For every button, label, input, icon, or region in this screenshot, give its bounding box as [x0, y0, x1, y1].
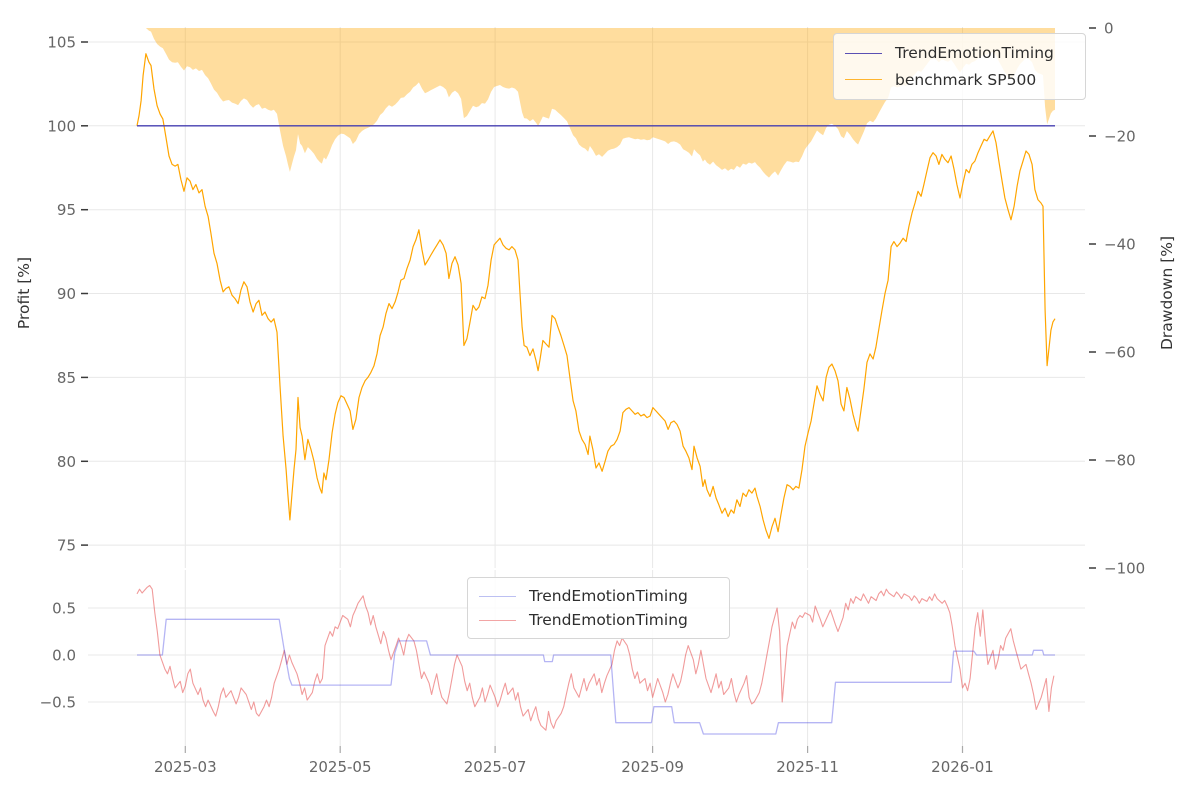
drawdown-tick-label: −80 [1104, 452, 1136, 470]
x-tick-label: 2025-05 [309, 758, 372, 776]
profit-tick-label: 85 [57, 369, 76, 387]
signal-tick-label: 0.0 [52, 647, 76, 665]
signal-tick-label: 0.5 [52, 600, 76, 618]
legend-entry-strategy: TrendEmotionTiming [845, 40, 1074, 67]
legend-label-benchmark: benchmark SP500 [895, 70, 1037, 89]
x-tick-label: 2025-07 [464, 758, 527, 776]
profit-tick-label: 105 [47, 34, 76, 52]
profit-panel [136, 28, 1056, 539]
signal-emotion-line-sample [479, 619, 516, 621]
axis-ticks [81, 27, 1096, 753]
legend-label-signal-position: TrendEmotionTiming [529, 587, 688, 605]
gridlines [88, 27, 1085, 746]
axis-labels: 105 100 95 90 85 80 75 0 −20 −40 −60 −80 −100 0.5 0.0 −… [15, 20, 1176, 777]
strategy-line-sample [845, 52, 882, 54]
legend-performance: TrendEmotionTiming benchmark SP500 [833, 33, 1086, 100]
legend-label-strategy: TrendEmotionTiming [895, 44, 1054, 63]
legend-entry-signal-emotion: TrendEmotionTiming [479, 608, 718, 632]
benchmark-drawdown-area [137, 28, 1055, 178]
signal-emotion-line [136, 584, 1055, 731]
legend-entry-benchmark: benchmark SP500 [845, 67, 1074, 94]
x-tick-label: 2025-09 [621, 758, 684, 776]
x-tick-label: 2026-01 [931, 758, 994, 776]
profit-tick-label: 100 [47, 117, 76, 135]
drawdown-tick-label: −60 [1104, 344, 1136, 362]
signal-position-line-sample [479, 595, 516, 597]
drawdown-tick-label: −100 [1104, 560, 1145, 578]
x-tick-label: 2025-03 [154, 758, 217, 776]
benchmark-line [136, 53, 1056, 539]
drawdown-tick-label: 0 [1104, 20, 1114, 38]
drawdown-tick-label: −20 [1104, 128, 1136, 146]
drawdown-axis-title: Drawdown [%] [1158, 236, 1176, 350]
profit-tick-label: 75 [57, 537, 76, 555]
benchmark-line-sample [845, 79, 882, 81]
drawdown-tick-label: −40 [1104, 236, 1136, 254]
profit-tick-label: 80 [57, 453, 76, 471]
signal-panel [136, 584, 1055, 735]
signal-position-line [137, 618, 1055, 735]
profit-tick-label: 95 [57, 201, 76, 219]
x-tick-label: 2025-11 [776, 758, 839, 776]
legend-label-signal-emotion: TrendEmotionTiming [529, 611, 688, 629]
legend-signal: TrendEmotionTiming TrendEmotionTiming [467, 577, 730, 639]
legend-entry-signal-position: TrendEmotionTiming [479, 584, 718, 608]
profit-tick-label: 90 [57, 285, 76, 303]
profit-axis-title: Profit [%] [15, 257, 33, 329]
signal-tick-label: −0.5 [40, 694, 76, 712]
